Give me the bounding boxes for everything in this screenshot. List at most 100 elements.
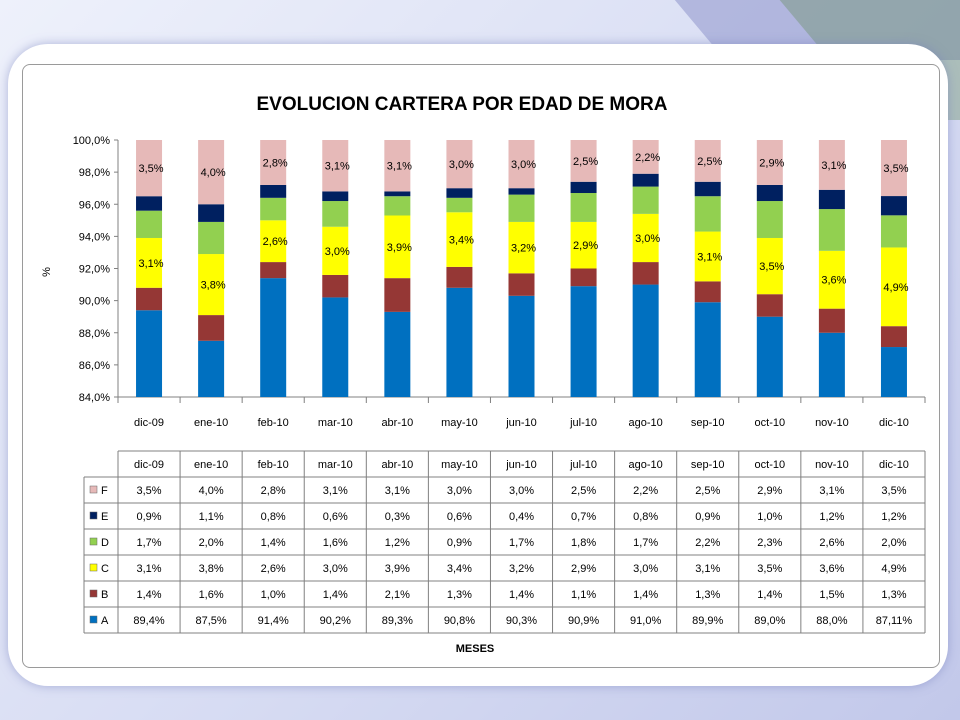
bar-segment-d: [632, 186, 659, 214]
table-value-cell: 3,1%: [819, 485, 844, 497]
bar-segment-f: [756, 140, 783, 185]
table-value-cell: 2,8%: [261, 485, 286, 497]
table-value-cell: 88,0%: [816, 615, 847, 627]
x-tick-label: nov-10: [815, 417, 849, 429]
data-label-f: 3,1%: [821, 160, 846, 172]
table-value-cell: 1,4%: [136, 589, 161, 601]
table-header-cell: sep-10: [691, 459, 725, 471]
table-value-cell: 91,0%: [630, 615, 661, 627]
bar-segment-e: [880, 196, 907, 216]
bar-segment-f: [446, 140, 473, 189]
table-value-cell: 3,1%: [136, 563, 161, 575]
table-value-cell: 87,5%: [196, 615, 227, 627]
table-value-cell: 0,7%: [571, 511, 596, 523]
table-value-cell: 89,9%: [692, 615, 723, 627]
table-value-cell: 90,2%: [320, 615, 351, 627]
bar-segment-b: [570, 268, 597, 287]
bar-segment-c: [632, 213, 659, 263]
x-tick-label: ago-10: [629, 417, 663, 429]
data-label-c: 3,5%: [759, 261, 784, 273]
table-header-cell: mar-10: [318, 459, 353, 471]
table-value-cell: 91,4%: [258, 615, 289, 627]
table-value-cell: 3,5%: [881, 485, 906, 497]
table-header-cell: ago-10: [629, 459, 663, 471]
x-tick-label: mar-10: [318, 417, 353, 429]
bar-segment-e: [198, 204, 225, 222]
bar-segment-b: [446, 266, 473, 288]
x-tick-label: jul-10: [569, 417, 597, 429]
table-value-cell: 0,8%: [261, 511, 286, 523]
table-value-cell: 2,3%: [757, 537, 782, 549]
bar-segment-e: [570, 181, 597, 194]
x-tick-label: dic-10: [879, 417, 909, 429]
bar-segment-b: [818, 308, 845, 333]
table-value-cell: 1,4%: [261, 537, 286, 549]
bar-segment-d: [446, 197, 473, 213]
bar-segment-f: [880, 140, 907, 197]
table-value-cell: 2,0%: [881, 537, 906, 549]
bar-segment-c: [756, 237, 783, 295]
y-tick-label: 96,0%: [79, 199, 110, 211]
data-label-c: 3,1%: [697, 251, 722, 263]
table-value-cell: 1,4%: [757, 589, 782, 601]
table-value-cell: 89,4%: [133, 615, 164, 627]
bar-segment-a: [260, 278, 287, 397]
bar-segment-b: [322, 274, 349, 298]
bar-segment-d: [880, 215, 907, 248]
table-value-cell: 0,8%: [633, 511, 658, 523]
bar-segment-a: [508, 295, 535, 397]
data-label-c: 2,6%: [263, 236, 288, 248]
y-tick-label: 92,0%: [79, 264, 110, 276]
legend-swatch-e: [89, 511, 98, 520]
bar-segment-e: [632, 173, 659, 187]
legend-swatch-a: [89, 615, 98, 624]
bar-segment-d: [136, 210, 163, 238]
table-value-cell: 3,1%: [695, 563, 720, 575]
data-label-c: 3,9%: [387, 242, 412, 254]
table-value-cell: 3,1%: [385, 485, 410, 497]
bar-segment-b: [136, 287, 163, 311]
bar-segment-d: [756, 201, 783, 238]
table-value-cell: 2,9%: [571, 563, 596, 575]
bar-segment-e: [818, 189, 845, 210]
table-header-cell: abr-10: [381, 459, 413, 471]
table-value-cell: 1,7%: [509, 537, 534, 549]
table-value-cell: 0,9%: [695, 511, 720, 523]
bar-segment-a: [384, 311, 411, 397]
table-value-cell: 0,3%: [385, 511, 410, 523]
bar-segment-b: [508, 273, 535, 296]
bar-segment-e: [260, 184, 287, 198]
bar-segment-d: [570, 193, 597, 222]
bar-segment-a: [198, 340, 225, 397]
table-value-cell: 90,3%: [506, 615, 537, 627]
table-value-cell: 1,4%: [509, 589, 534, 601]
y-tick-label: 94,0%: [79, 231, 110, 243]
bar-segment-c: [694, 231, 721, 282]
bar-segment-a: [322, 297, 349, 397]
data-label-f: 3,1%: [325, 161, 350, 173]
table-value-cell: 1,1%: [199, 511, 224, 523]
bar-segment-c: [570, 221, 597, 269]
table-value-cell: 3,1%: [323, 485, 348, 497]
legend-entry: A: [101, 615, 109, 627]
y-tick-label: 100,0%: [73, 135, 111, 147]
table-value-cell: 2,6%: [819, 537, 844, 549]
bar-segment-b: [260, 262, 287, 279]
bar-segment-c: [384, 215, 411, 279]
x-tick-label: feb-10: [258, 417, 289, 429]
table-header-cell: jul-10: [569, 459, 597, 471]
table-value-cell: 3,9%: [385, 563, 410, 575]
table-header-cell: dic-09: [134, 459, 164, 471]
x-tick-label: jun-10: [505, 417, 537, 429]
bar-segment-e: [136, 196, 163, 211]
table-header-cell: oct-10: [755, 459, 786, 471]
table-value-cell: 3,6%: [819, 563, 844, 575]
legend-swatch-d: [89, 537, 98, 546]
bar-segment-b: [198, 315, 225, 341]
bar-segment-f: [818, 140, 845, 190]
y-tick-label: 88,0%: [79, 328, 110, 340]
table-value-cell: 2,2%: [695, 537, 720, 549]
table-value-cell: 2,2%: [633, 485, 658, 497]
legend-entry: B: [101, 589, 108, 601]
bar-segment-d: [260, 197, 287, 221]
